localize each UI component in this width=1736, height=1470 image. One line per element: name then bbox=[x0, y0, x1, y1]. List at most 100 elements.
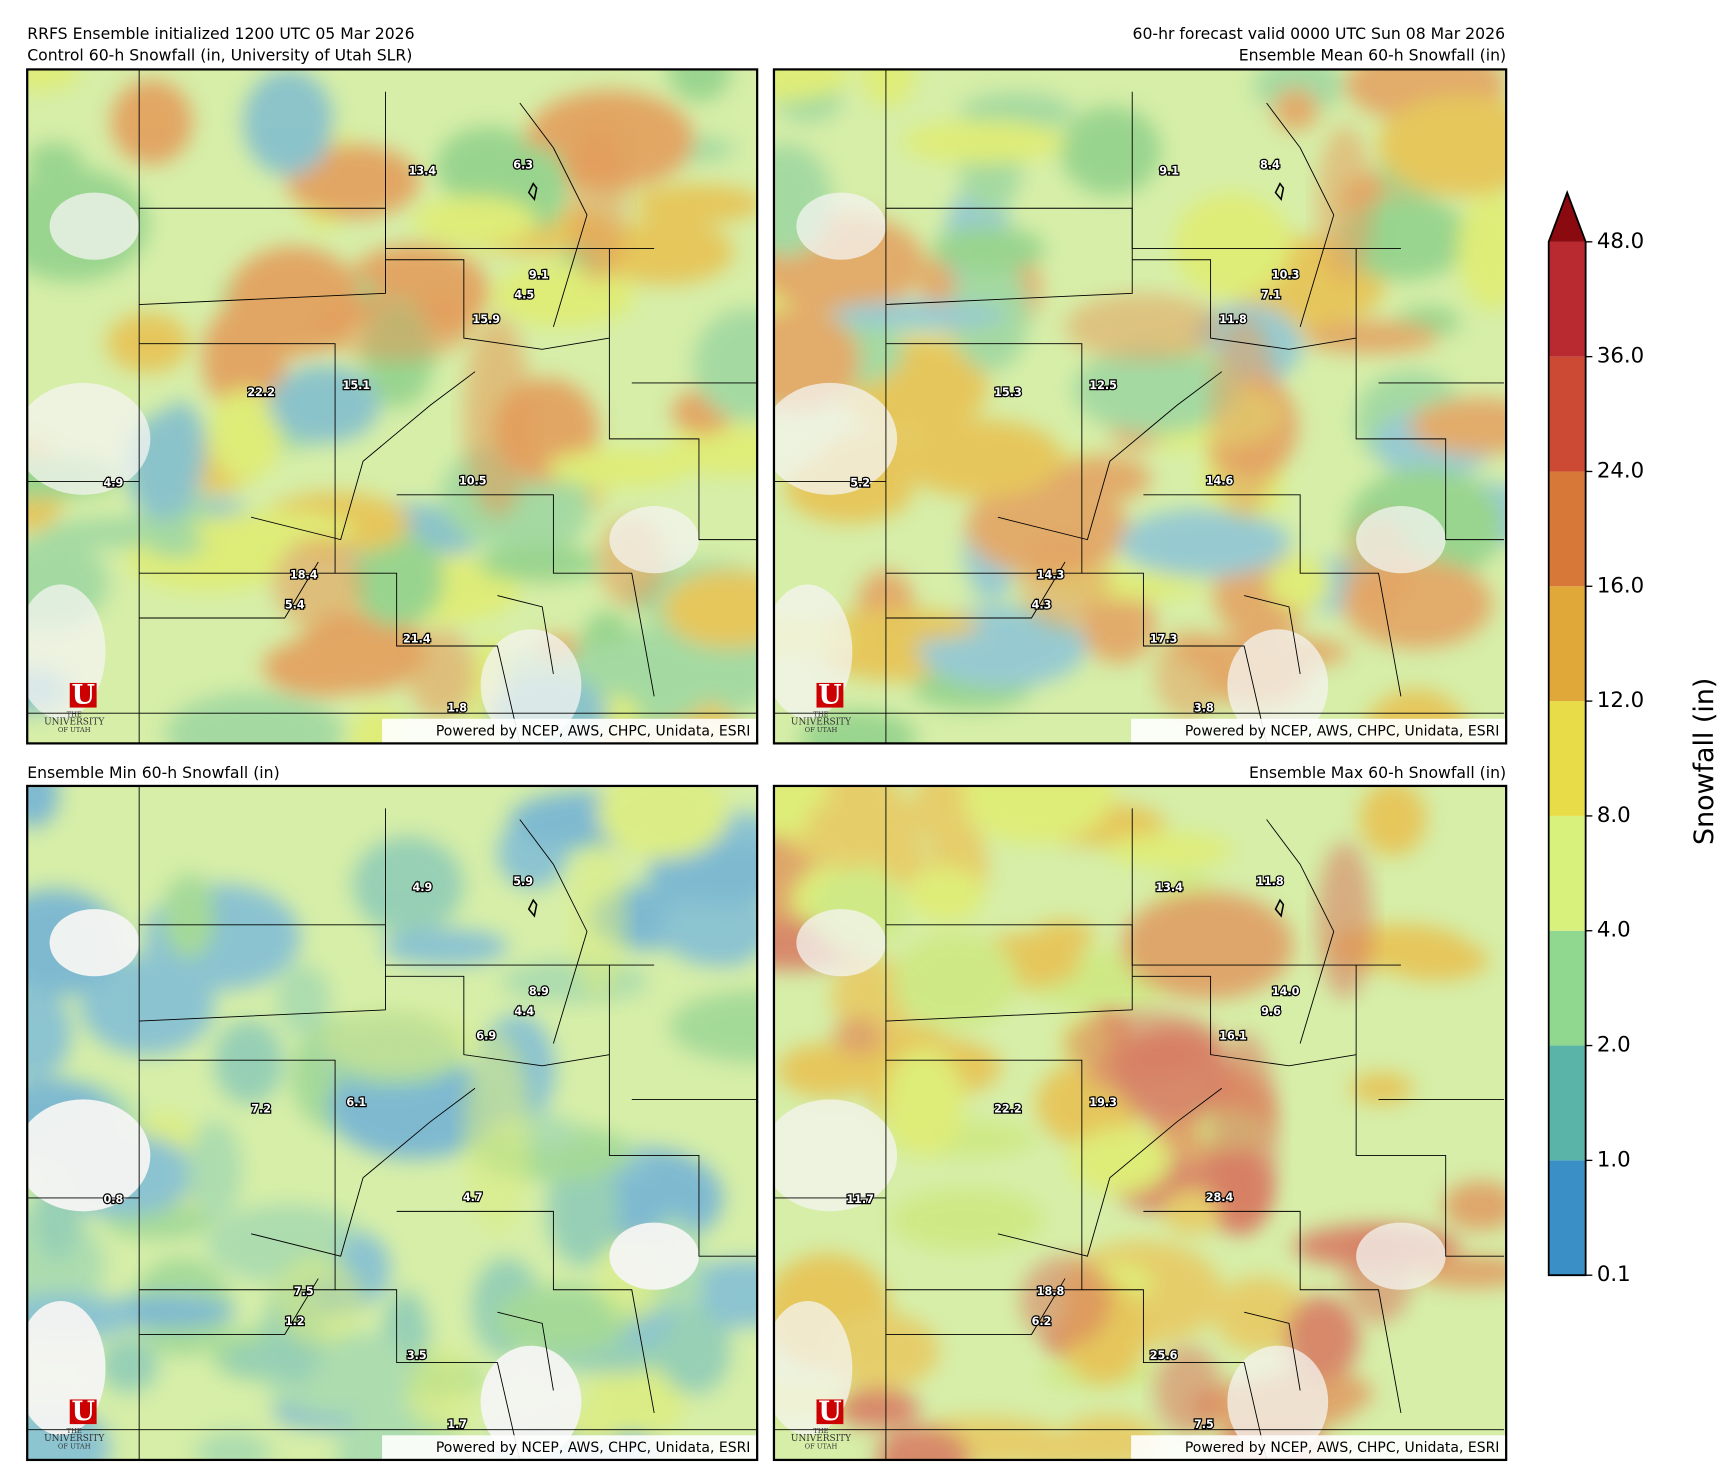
init-title: RRFS Ensemble initialized 1200 UTC 05 Ma… bbox=[27, 24, 414, 43]
snowfall-shade bbox=[1070, 1127, 1170, 1194]
panel-title: Control 60-h Snowfall (in, University of… bbox=[27, 45, 412, 64]
point-value: 28.4 bbox=[1206, 1191, 1234, 1204]
logo-text: UNIVERSITY bbox=[44, 717, 104, 727]
snowfall-shade bbox=[27, 785, 59, 828]
snowfall-shade bbox=[162, 874, 216, 959]
snowfall-shade bbox=[195, 1431, 271, 1460]
county-border bbox=[1131, 808, 1401, 966]
snowfall-field bbox=[27, 69, 758, 744]
county-border bbox=[885, 561, 1066, 619]
county-border bbox=[335, 1289, 521, 1460]
no-snow-area bbox=[609, 506, 699, 574]
snowfall-shade bbox=[835, 1388, 920, 1429]
snowfall-shade bbox=[547, 448, 693, 488]
logo-mark bbox=[69, 682, 97, 708]
county-border bbox=[251, 371, 476, 541]
county-border bbox=[497, 595, 554, 675]
mountain-shade bbox=[407, 1345, 476, 1436]
no-snow-area bbox=[796, 192, 886, 260]
colorbar-segment bbox=[1548, 356, 1586, 472]
snowfall-shade bbox=[1106, 833, 1233, 868]
mountain-shade bbox=[273, 1256, 364, 1346]
point-value: 4.9 bbox=[103, 477, 123, 490]
mountain-shade bbox=[1020, 1256, 1110, 1346]
no-snow-area bbox=[773, 382, 898, 495]
point-value: 14.6 bbox=[1206, 474, 1234, 487]
snowfall-shade bbox=[702, 888, 758, 967]
county-border bbox=[1266, 819, 1335, 1044]
panel-frame bbox=[772, 68, 1508, 745]
colorbar-segment bbox=[1548, 241, 1586, 357]
county-border bbox=[885, 1059, 1083, 1291]
point-value: 18.8 bbox=[1037, 1285, 1065, 1298]
logo-text: THE bbox=[813, 711, 828, 719]
point-value: 12.5 bbox=[1089, 379, 1117, 392]
snowfall-shade bbox=[915, 785, 966, 847]
mountain-shade bbox=[1154, 629, 1222, 719]
snowfall-shade bbox=[931, 226, 1046, 273]
point-value: 22.2 bbox=[994, 1102, 1022, 1115]
no-snow-area bbox=[796, 909, 886, 977]
logo-text: THE bbox=[67, 1427, 82, 1435]
colorbar-segment bbox=[1548, 815, 1586, 931]
snowfall-shade bbox=[477, 545, 603, 582]
snowfall-shade bbox=[213, 1019, 284, 1105]
point-value: 7.5 bbox=[1194, 1418, 1214, 1431]
point-value: 6.1 bbox=[346, 1096, 366, 1109]
point-value: 14.0 bbox=[1272, 985, 1300, 998]
snowfall-shade bbox=[262, 638, 383, 697]
logo-text: UNIVERSITY bbox=[791, 717, 851, 727]
snowfall-shade bbox=[1060, 106, 1161, 196]
snowfall-shade bbox=[165, 691, 344, 744]
logo-text: OF UTAH bbox=[58, 1443, 91, 1451]
colorbar-tick-label: 24.0 bbox=[1597, 458, 1644, 483]
snowfall-shade bbox=[901, 120, 1065, 164]
snowfall-shade bbox=[827, 609, 981, 642]
panel-frame bbox=[772, 784, 1508, 1462]
snowfall-shade bbox=[668, 69, 731, 102]
logo-text: OF UTAH bbox=[805, 726, 838, 734]
county-border bbox=[1081, 572, 1268, 744]
county-border bbox=[1266, 102, 1335, 328]
county-border bbox=[335, 572, 521, 744]
county-border bbox=[139, 561, 319, 619]
panel-title: Ensemble Mean 60-h Snowfall (in) bbox=[1239, 45, 1506, 64]
county-border bbox=[1244, 595, 1301, 675]
point-value: 11.8 bbox=[1219, 313, 1247, 326]
no-snow-area bbox=[27, 1099, 151, 1212]
point-value: 1.8 bbox=[447, 702, 467, 715]
county-border bbox=[997, 371, 1223, 541]
panel-title: Ensemble Max 60-h Snowfall (in) bbox=[1249, 763, 1506, 782]
mountain-shade bbox=[318, 1009, 476, 1078]
county-border bbox=[1132, 975, 1357, 1067]
snowfall-shade bbox=[1349, 1072, 1414, 1104]
no-snow-area bbox=[49, 909, 140, 977]
snowfall-shade bbox=[192, 511, 356, 549]
point-value: 17.3 bbox=[1150, 632, 1178, 645]
mountain-shade bbox=[570, 125, 627, 283]
no-snow-area bbox=[27, 382, 151, 495]
snowfall-shade bbox=[187, 1120, 242, 1220]
point-value: 13.4 bbox=[409, 164, 437, 177]
point-value: 4.3 bbox=[1032, 599, 1052, 612]
snowfall-shade bbox=[1052, 455, 1152, 502]
snowfall-shade bbox=[1173, 192, 1291, 299]
snowfall-shade bbox=[597, 785, 729, 859]
snowfall-shade bbox=[106, 313, 190, 373]
point-value: 15.1 bbox=[343, 379, 371, 392]
snowfall-shade bbox=[352, 836, 464, 934]
panel-title: Ensemble Min 60-h Snowfall (in) bbox=[27, 763, 279, 782]
mountain-shade bbox=[1210, 315, 1278, 518]
snowfall-shade bbox=[286, 144, 421, 219]
snowfall-shade bbox=[773, 69, 850, 102]
logo-text: THE bbox=[67, 711, 82, 719]
mountain-shade bbox=[273, 539, 364, 630]
colorbar-tick-label: 12.0 bbox=[1597, 688, 1644, 713]
colorbar-tick-label: 16.0 bbox=[1597, 573, 1644, 598]
point-value: 8.9 bbox=[529, 985, 549, 998]
county-border bbox=[519, 102, 588, 328]
county-border bbox=[885, 343, 1083, 574]
